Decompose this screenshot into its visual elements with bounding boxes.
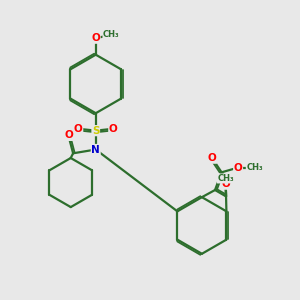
Text: O: O (109, 124, 118, 134)
Text: O: O (64, 130, 73, 140)
Text: O: O (234, 163, 242, 172)
Text: O: O (221, 179, 230, 189)
Text: CH₃: CH₃ (246, 163, 263, 172)
Text: N: N (92, 145, 100, 154)
Text: CH₃: CH₃ (217, 174, 234, 183)
Text: O: O (74, 124, 83, 134)
Text: O: O (92, 33, 100, 43)
Text: S: S (92, 126, 100, 136)
Text: O: O (208, 153, 217, 163)
Text: CH₃: CH₃ (103, 30, 120, 39)
